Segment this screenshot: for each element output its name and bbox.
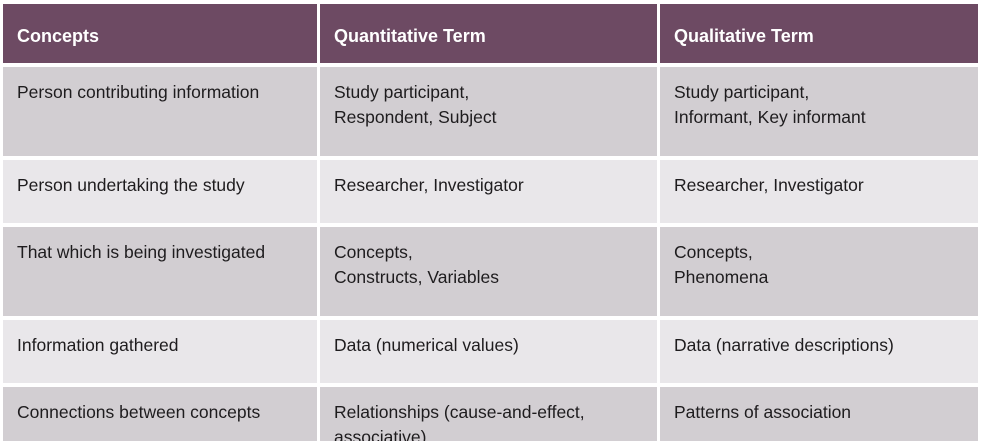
cell-quantitative-term: Concepts, Constructs, Variables xyxy=(320,227,657,316)
cell-quantitative-term: Data (numerical values) xyxy=(320,320,657,383)
column-header-concepts: Concepts xyxy=(3,4,317,63)
cell-quantitative-term: Study participant, Respondent, Subject xyxy=(320,67,657,156)
cell-qualitative-term: Study participant, Informant, Key inform… xyxy=(660,67,978,156)
cell-concept: Person contributing information xyxy=(3,67,317,156)
cell-qualitative-term: Concepts, Phenomena xyxy=(660,227,978,316)
table-row: Connections between concepts Relationshi… xyxy=(3,387,978,441)
table-row: That which is being investigated Concept… xyxy=(3,227,978,316)
cell-qualitative-term: Data (narrative descriptions) xyxy=(660,320,978,383)
column-header-quantitative-term: Quantitative Term xyxy=(320,4,657,63)
table-row: Person undertaking the study Researcher,… xyxy=(3,160,978,223)
table-row: Person contributing information Study pa… xyxy=(3,67,978,156)
cell-concept: Person undertaking the study xyxy=(3,160,317,223)
cell-qualitative-term: Researcher, Investigator xyxy=(660,160,978,223)
cell-quantitative-term: Relationships (cause-and-effect, associa… xyxy=(320,387,657,441)
table-header: Concepts Quantitative Term Qualitative T… xyxy=(3,4,978,63)
table-body: Person contributing information Study pa… xyxy=(3,67,978,441)
cell-quantitative-term: Researcher, Investigator xyxy=(320,160,657,223)
column-header-qualitative-term: Qualitative Term xyxy=(660,4,978,63)
cell-qualitative-term: Patterns of association xyxy=(660,387,978,441)
cell-concept: Connections between concepts xyxy=(3,387,317,441)
table-row: Information gathered Data (numerical val… xyxy=(3,320,978,383)
cell-concept: Information gathered xyxy=(3,320,317,383)
header-row: Concepts Quantitative Term Qualitative T… xyxy=(3,4,978,63)
cell-concept: That which is being investigated xyxy=(3,227,317,316)
